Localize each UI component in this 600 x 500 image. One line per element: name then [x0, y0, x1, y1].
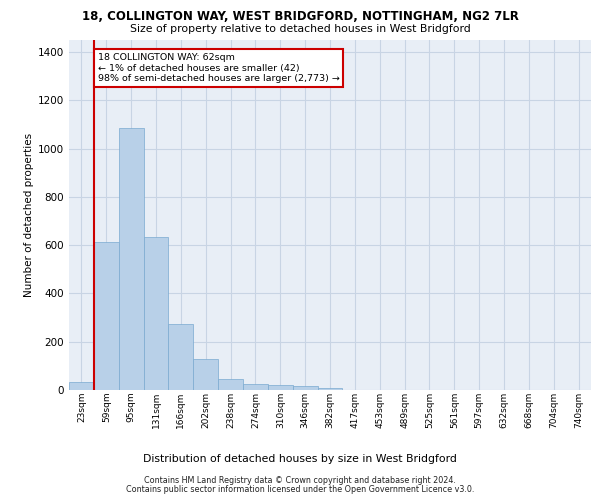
Bar — [218, 379, 243, 390]
Text: 18 COLLINGTON WAY: 62sqm
← 1% of detached houses are smaller (42)
98% of semi-de: 18 COLLINGTON WAY: 62sqm ← 1% of detache… — [98, 54, 340, 83]
Bar — [69, 382, 94, 390]
Bar — [243, 384, 268, 390]
Text: Distribution of detached houses by size in West Bridgford: Distribution of detached houses by size … — [143, 454, 457, 464]
Bar — [143, 236, 169, 390]
Bar — [268, 384, 293, 390]
Bar — [317, 388, 343, 390]
Text: 18, COLLINGTON WAY, WEST BRIDGFORD, NOTTINGHAM, NG2 7LR: 18, COLLINGTON WAY, WEST BRIDGFORD, NOTT… — [82, 10, 518, 24]
Bar — [193, 359, 218, 390]
Y-axis label: Number of detached properties: Number of detached properties — [24, 133, 34, 297]
Bar — [169, 324, 193, 390]
Bar — [293, 386, 317, 390]
Bar — [94, 242, 119, 390]
Text: Size of property relative to detached houses in West Bridgford: Size of property relative to detached ho… — [130, 24, 470, 34]
Text: Contains HM Land Registry data © Crown copyright and database right 2024.: Contains HM Land Registry data © Crown c… — [144, 476, 456, 485]
Bar — [119, 128, 143, 390]
Text: Contains public sector information licensed under the Open Government Licence v3: Contains public sector information licen… — [126, 484, 474, 494]
